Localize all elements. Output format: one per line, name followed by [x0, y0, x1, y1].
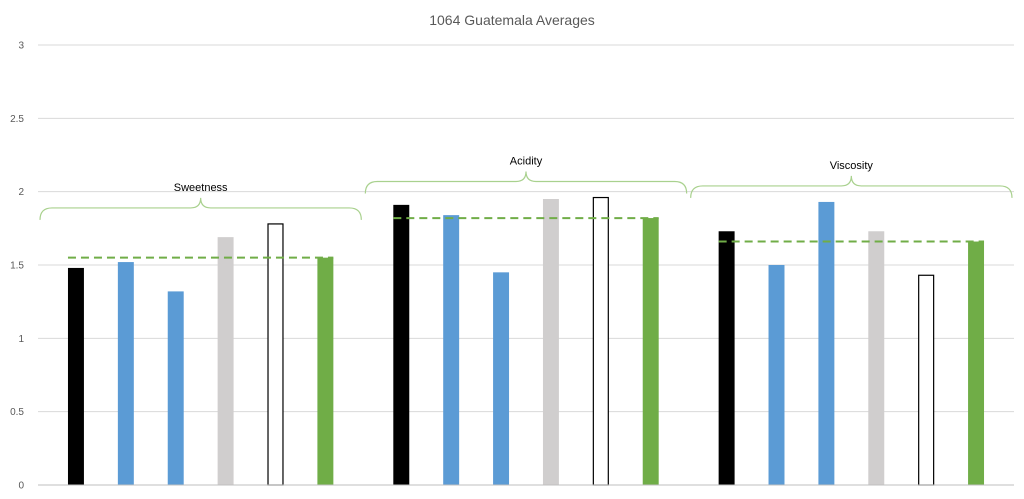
group-label: Sweetness [174, 182, 228, 194]
bar [768, 265, 785, 485]
chart-title: 1064 Guatemala Averages [429, 12, 595, 28]
bar [592, 196, 609, 486]
y-tick-label: 2.5 [10, 114, 24, 125]
bar [968, 241, 985, 485]
bars [67, 196, 985, 486]
group-label: Viscosity [830, 160, 874, 172]
bar [443, 215, 460, 485]
group-bracket [39, 197, 362, 220]
bar [818, 201, 835, 485]
bar [67, 267, 84, 485]
gridlines [38, 44, 1014, 413]
y-tick-label: 1 [18, 334, 24, 345]
y-tick-label: 1.5 [10, 261, 24, 272]
bar [493, 272, 510, 485]
y-tick-label: 0 [18, 481, 24, 492]
bar [317, 257, 334, 485]
group-label: Acidity [510, 156, 543, 168]
bar [267, 223, 284, 486]
bar [918, 274, 935, 486]
bar [117, 262, 134, 485]
bar [167, 291, 184, 485]
y-axis-ticks: 0 0.5 1 1.5 2 2.5 3 [10, 41, 24, 492]
y-tick-label: 2 [18, 187, 24, 198]
y-tick-label: 0.5 [10, 407, 24, 418]
y-tick-label: 3 [18, 41, 24, 52]
bar [642, 218, 659, 486]
bar [393, 204, 410, 485]
average-lines [67, 217, 985, 259]
group-brackets: Sweetness Acidity Viscosity [39, 156, 1013, 220]
bar [542, 199, 559, 485]
bar [217, 237, 234, 485]
group-bracket [364, 171, 688, 194]
group-bracket [690, 175, 1013, 198]
bar [868, 231, 885, 485]
bar [718, 231, 735, 485]
